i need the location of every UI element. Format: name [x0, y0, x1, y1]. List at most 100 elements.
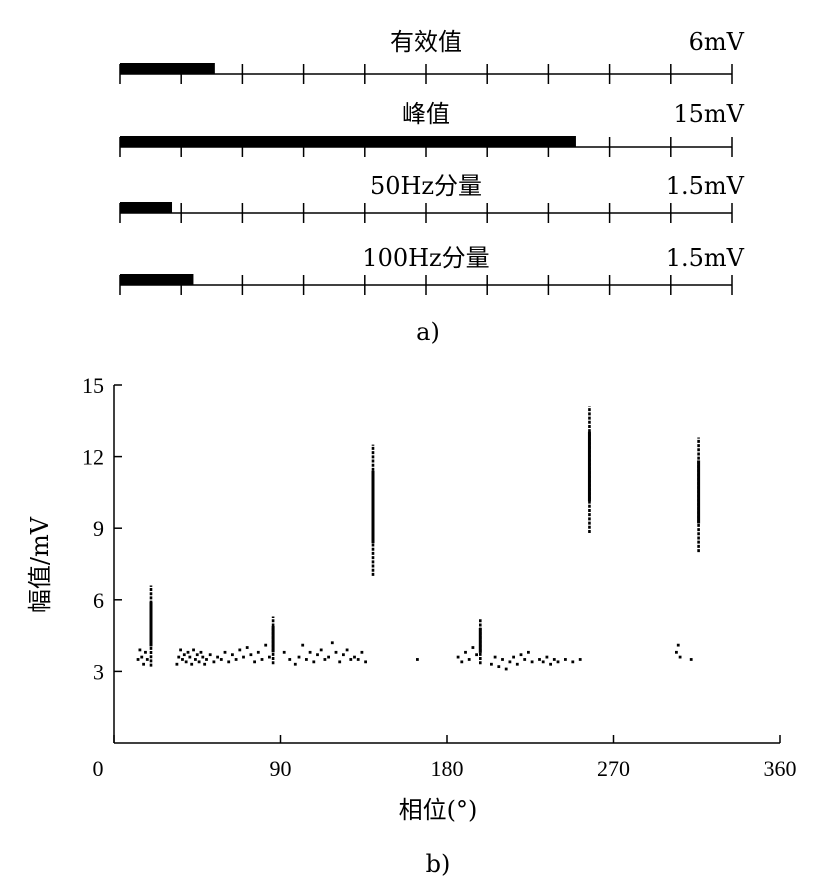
data-point [527, 650, 530, 654]
panel-a-label: a) [416, 318, 440, 346]
data-point [353, 655, 356, 659]
panel-a-meters: 有效值 6mV 峰值 15mV 50Hz分量 1.5mV 100Hz分量 1.5mV [119, 28, 745, 295]
meter-label: 有效值 [390, 28, 462, 56]
data-point [242, 655, 245, 659]
data-point [288, 658, 292, 661]
data-point [140, 655, 144, 659]
y-tick-label: 3 [93, 659, 104, 684]
data-point [519, 653, 523, 657]
x-tick-label: 180 [431, 756, 464, 781]
data-point [142, 662, 145, 666]
data-point [301, 643, 305, 647]
data-point [497, 665, 501, 669]
meter-full-scale: 15mV [673, 100, 744, 128]
data-point [464, 650, 467, 654]
data-point [264, 643, 268, 647]
data-point [138, 648, 142, 652]
data-point [467, 658, 471, 661]
data-point [552, 658, 556, 661]
data-point [538, 658, 541, 661]
data-point [312, 660, 316, 664]
data-point [186, 650, 190, 654]
meter-label: 峰值 [402, 100, 450, 128]
meter-label: 100Hz分量 [362, 244, 489, 272]
y-tick-label: 6 [93, 588, 104, 613]
y-tick-label: 9 [93, 516, 104, 541]
data-point [501, 658, 504, 661]
data-point [416, 658, 419, 661]
data-point [199, 650, 203, 654]
data-point [249, 653, 253, 657]
data-point [316, 653, 319, 657]
data-point [305, 658, 308, 661]
data-point [678, 655, 682, 659]
x-tick-label: 90 [270, 756, 292, 781]
data-point [195, 653, 199, 657]
data-point [330, 641, 334, 645]
data-point [238, 648, 242, 652]
data-point [145, 658, 149, 661]
data-point [293, 662, 297, 666]
meter-bar [120, 136, 576, 147]
data-point [136, 658, 140, 661]
data-point [144, 650, 147, 654]
data-point [175, 662, 179, 666]
data-point [676, 643, 680, 647]
data-point [356, 658, 360, 661]
y-tick-label: 12 [82, 445, 104, 470]
data-point [231, 653, 234, 657]
data-point [203, 662, 207, 666]
data-point [212, 660, 216, 664]
data-point [512, 655, 515, 659]
meter-full-scale: 6mV [689, 28, 745, 56]
data-point [181, 658, 184, 661]
data-point [268, 655, 271, 659]
data-point [223, 650, 227, 654]
meter-label: 50Hz分量 [370, 172, 482, 200]
data-point [571, 660, 575, 664]
data-point [260, 658, 264, 661]
data-point [182, 653, 186, 657]
data-point [282, 650, 286, 654]
data-point [197, 660, 201, 664]
data-point [253, 660, 256, 664]
data-point [308, 650, 312, 654]
data-point [504, 667, 508, 671]
data-point [460, 660, 464, 664]
data-point [689, 658, 693, 661]
data-point [190, 662, 194, 666]
data-point [323, 658, 327, 661]
y-tick-label: 15 [82, 373, 104, 398]
x-tick-label: 0 [93, 756, 104, 781]
data-point [319, 648, 323, 652]
data-point [245, 646, 249, 649]
data-point [216, 655, 219, 659]
data-point [523, 658, 527, 661]
data-point [549, 662, 552, 666]
data-point [205, 658, 208, 661]
meter-bar [120, 63, 215, 74]
data-point [515, 662, 519, 666]
data-point [360, 650, 364, 654]
data-point [345, 648, 349, 652]
x-tick-label: 270 [597, 756, 630, 781]
data-point [219, 658, 223, 661]
data-point [342, 653, 345, 657]
data-point [490, 662, 493, 666]
panel-b-scatter: 0 90 180 270 360 3 6 9 12 15 [82, 373, 797, 781]
data-point [179, 648, 182, 652]
meter-bar [120, 202, 173, 213]
data-point [475, 653, 478, 657]
data-point [338, 660, 342, 664]
data-point [556, 660, 560, 664]
data-point [493, 655, 497, 659]
data-point [675, 650, 678, 654]
x-tick-label: 360 [764, 756, 797, 781]
meter-full-scale: 1.5mV [666, 244, 745, 272]
x-axis-title: 相位(°) [399, 796, 478, 824]
data-point [545, 655, 549, 659]
meter-full-scale: 1.5mV [666, 172, 745, 200]
data-point [188, 655, 192, 659]
data-point [256, 650, 260, 654]
